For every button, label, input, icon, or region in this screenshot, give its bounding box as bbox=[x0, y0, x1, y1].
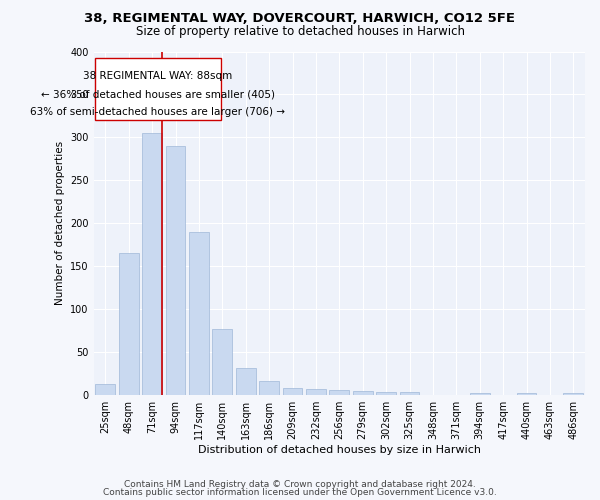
Text: 38 REGIMENTAL WAY: 88sqm: 38 REGIMENTAL WAY: 88sqm bbox=[83, 70, 233, 81]
Bar bbox=[400, 392, 419, 395]
Bar bbox=[563, 392, 583, 395]
Text: 63% of semi-detached houses are larger (706) →: 63% of semi-detached houses are larger (… bbox=[31, 107, 286, 117]
Text: 38, REGIMENTAL WAY, DOVERCOURT, HARWICH, CO12 5FE: 38, REGIMENTAL WAY, DOVERCOURT, HARWICH,… bbox=[85, 12, 515, 26]
Bar bbox=[329, 390, 349, 395]
Bar bbox=[119, 254, 139, 395]
Text: ← 36% of detached houses are smaller (405): ← 36% of detached houses are smaller (40… bbox=[41, 90, 275, 100]
Bar bbox=[212, 329, 232, 395]
Bar bbox=[166, 146, 185, 395]
Bar bbox=[236, 368, 256, 395]
Bar bbox=[353, 391, 373, 395]
Bar bbox=[376, 392, 396, 395]
X-axis label: Distribution of detached houses by size in Harwich: Distribution of detached houses by size … bbox=[198, 445, 481, 455]
Bar bbox=[259, 382, 279, 395]
Bar bbox=[283, 388, 302, 395]
Text: Contains HM Land Registry data © Crown copyright and database right 2024.: Contains HM Land Registry data © Crown c… bbox=[124, 480, 476, 489]
Y-axis label: Number of detached properties: Number of detached properties bbox=[55, 142, 65, 306]
Bar bbox=[189, 232, 209, 395]
FancyBboxPatch shape bbox=[95, 58, 221, 120]
Bar bbox=[306, 389, 326, 395]
Bar bbox=[142, 133, 162, 395]
Bar bbox=[517, 392, 536, 395]
Text: Size of property relative to detached houses in Harwich: Size of property relative to detached ho… bbox=[136, 25, 464, 38]
Text: Contains public sector information licensed under the Open Government Licence v3: Contains public sector information licen… bbox=[103, 488, 497, 497]
Bar bbox=[470, 392, 490, 395]
Bar bbox=[95, 384, 115, 395]
